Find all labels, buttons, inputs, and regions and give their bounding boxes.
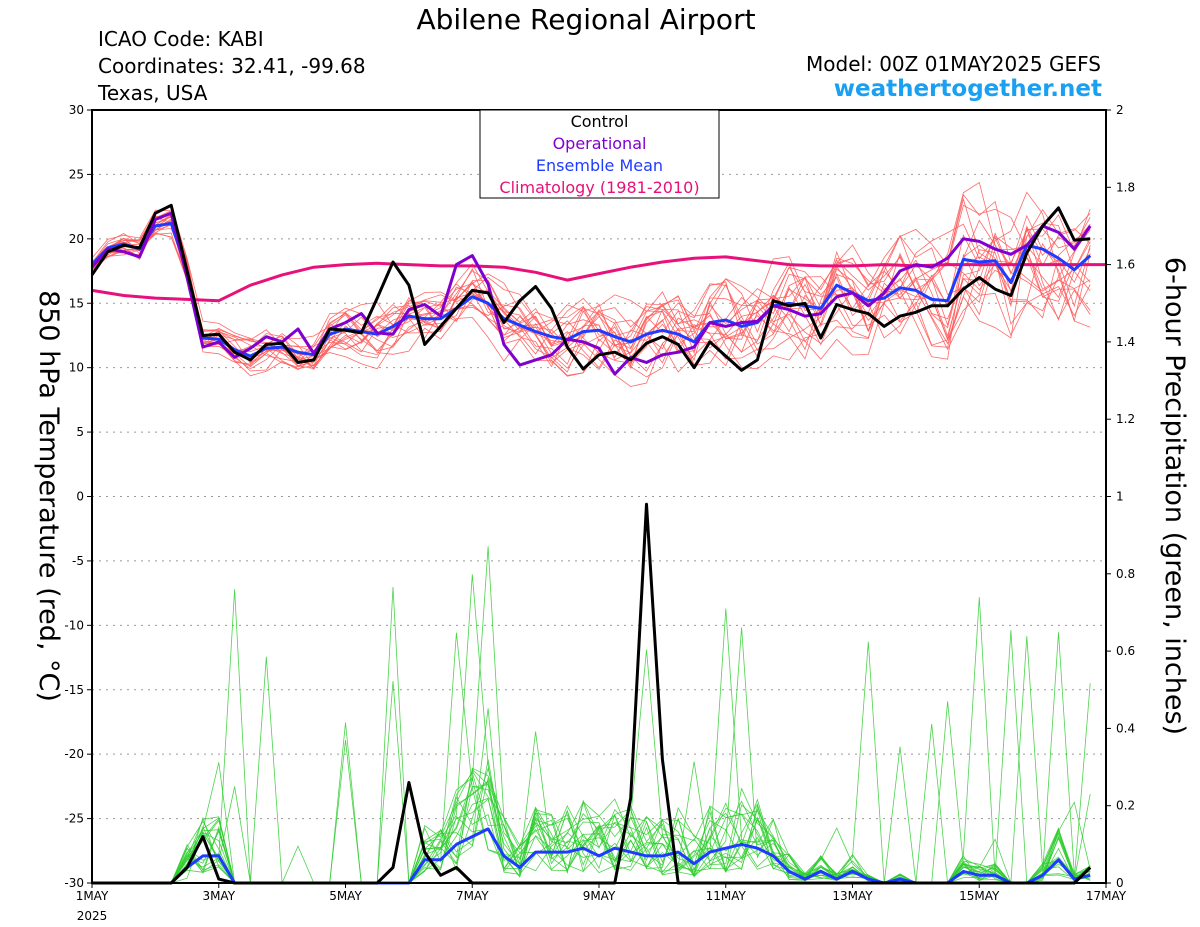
highlight-series — [90, 203, 1106, 885]
y2-tick-label: 0.8 — [1116, 567, 1135, 581]
y2-tick-label: 1.8 — [1116, 180, 1135, 194]
left-axis-label: 850 hPa Temperature (red, °C) — [33, 290, 64, 702]
x-tick-label: 7MAY — [456, 889, 489, 903]
y2-tick-label: 2 — [1116, 103, 1124, 117]
coordinates-label: Coordinates: 32.41, -99.68 — [98, 54, 366, 78]
temperature-member-line — [91, 197, 1091, 369]
y-tick-label: -10 — [64, 618, 84, 632]
y-tick-label: 25 — [69, 167, 84, 181]
y-tick-label: 30 — [69, 103, 84, 117]
legend: Control Operational Ensemble Mean Climatolo… — [479, 109, 720, 199]
temperature-member-line — [91, 213, 1091, 360]
y-tick-label: -30 — [64, 876, 84, 890]
legend-entry-ensemble-mean: Ensemble Mean — [536, 156, 663, 175]
temperature-member-line — [91, 215, 1091, 371]
precipitation-member-line — [92, 708, 1091, 884]
y-tick-label: 0 — [76, 490, 84, 504]
y-tick-label: 5 — [76, 425, 84, 439]
x-tick-label: 13MAY — [832, 889, 873, 903]
website-link[interactable]: weathertogether.net — [833, 76, 1102, 102]
x-tick-year-label: 2025 — [77, 909, 108, 923]
y-tick-label: 20 — [69, 232, 84, 246]
legend-box — [479, 109, 720, 199]
icao-label: ICAO Code: KABI — [98, 27, 264, 51]
legend-entry-operational: Operational — [553, 134, 647, 153]
x-tick-label: 1MAY — [76, 889, 109, 903]
temperature-member-line — [91, 218, 1091, 370]
gridlines — [92, 173, 1106, 820]
y-tick-label: 10 — [69, 361, 84, 375]
y2-tick-label: 0 — [1116, 876, 1124, 890]
temperature-member-line — [91, 213, 1091, 373]
precipitation-member-line — [92, 630, 1091, 884]
model-run-label: Model: 00Z 01MAY2025 GEFS — [806, 52, 1101, 76]
right-axis-label: 6-hour Precipitation (green, inches) — [1159, 257, 1190, 735]
temperature-member-line — [91, 205, 1091, 361]
axis-ticks: 302520151050-5-10-15-20-25-3021.81.61.41… — [64, 103, 1135, 923]
legend-entry-climatology: Climatology (1981-2010) — [499, 178, 699, 197]
y-tick-label: -5 — [72, 554, 84, 568]
y-tick-label: -25 — [64, 812, 84, 826]
x-tick-label: 15MAY — [959, 889, 1000, 903]
control-temp-line — [90, 203, 1091, 372]
location-label: Texas, USA — [98, 81, 208, 105]
ensemble-members — [91, 181, 1091, 885]
precipitation-member-line — [92, 597, 1091, 884]
y-tick-label: -20 — [64, 747, 84, 761]
chart-title: Abilene Regional Airport — [416, 3, 756, 36]
x-tick-label: 11MAY — [706, 889, 747, 903]
precipitation-member-line — [92, 723, 1091, 885]
y-tick-label: 15 — [69, 296, 84, 310]
legend-entry-control: Control — [571, 112, 629, 131]
x-tick-label: 9MAY — [583, 889, 616, 903]
x-tick-label: 17MAY — [1086, 889, 1127, 903]
x-tick-label: 3MAY — [202, 889, 235, 903]
y2-tick-label: 0.6 — [1116, 644, 1135, 658]
y2-tick-label: 1.6 — [1116, 258, 1135, 272]
precipitation-member-line — [92, 781, 1091, 884]
x-tick-label: 5MAY — [329, 889, 362, 903]
temperature-member-line — [91, 216, 1091, 353]
y2-tick-label: 1.2 — [1116, 412, 1135, 426]
y2-tick-label: 1 — [1116, 490, 1124, 504]
operational-temp-line — [90, 211, 1092, 376]
y2-tick-label: 0.4 — [1116, 721, 1135, 735]
y2-tick-label: 0.2 — [1116, 799, 1135, 813]
y2-tick-label: 1.4 — [1116, 335, 1135, 349]
y-tick-label: -15 — [64, 683, 84, 697]
